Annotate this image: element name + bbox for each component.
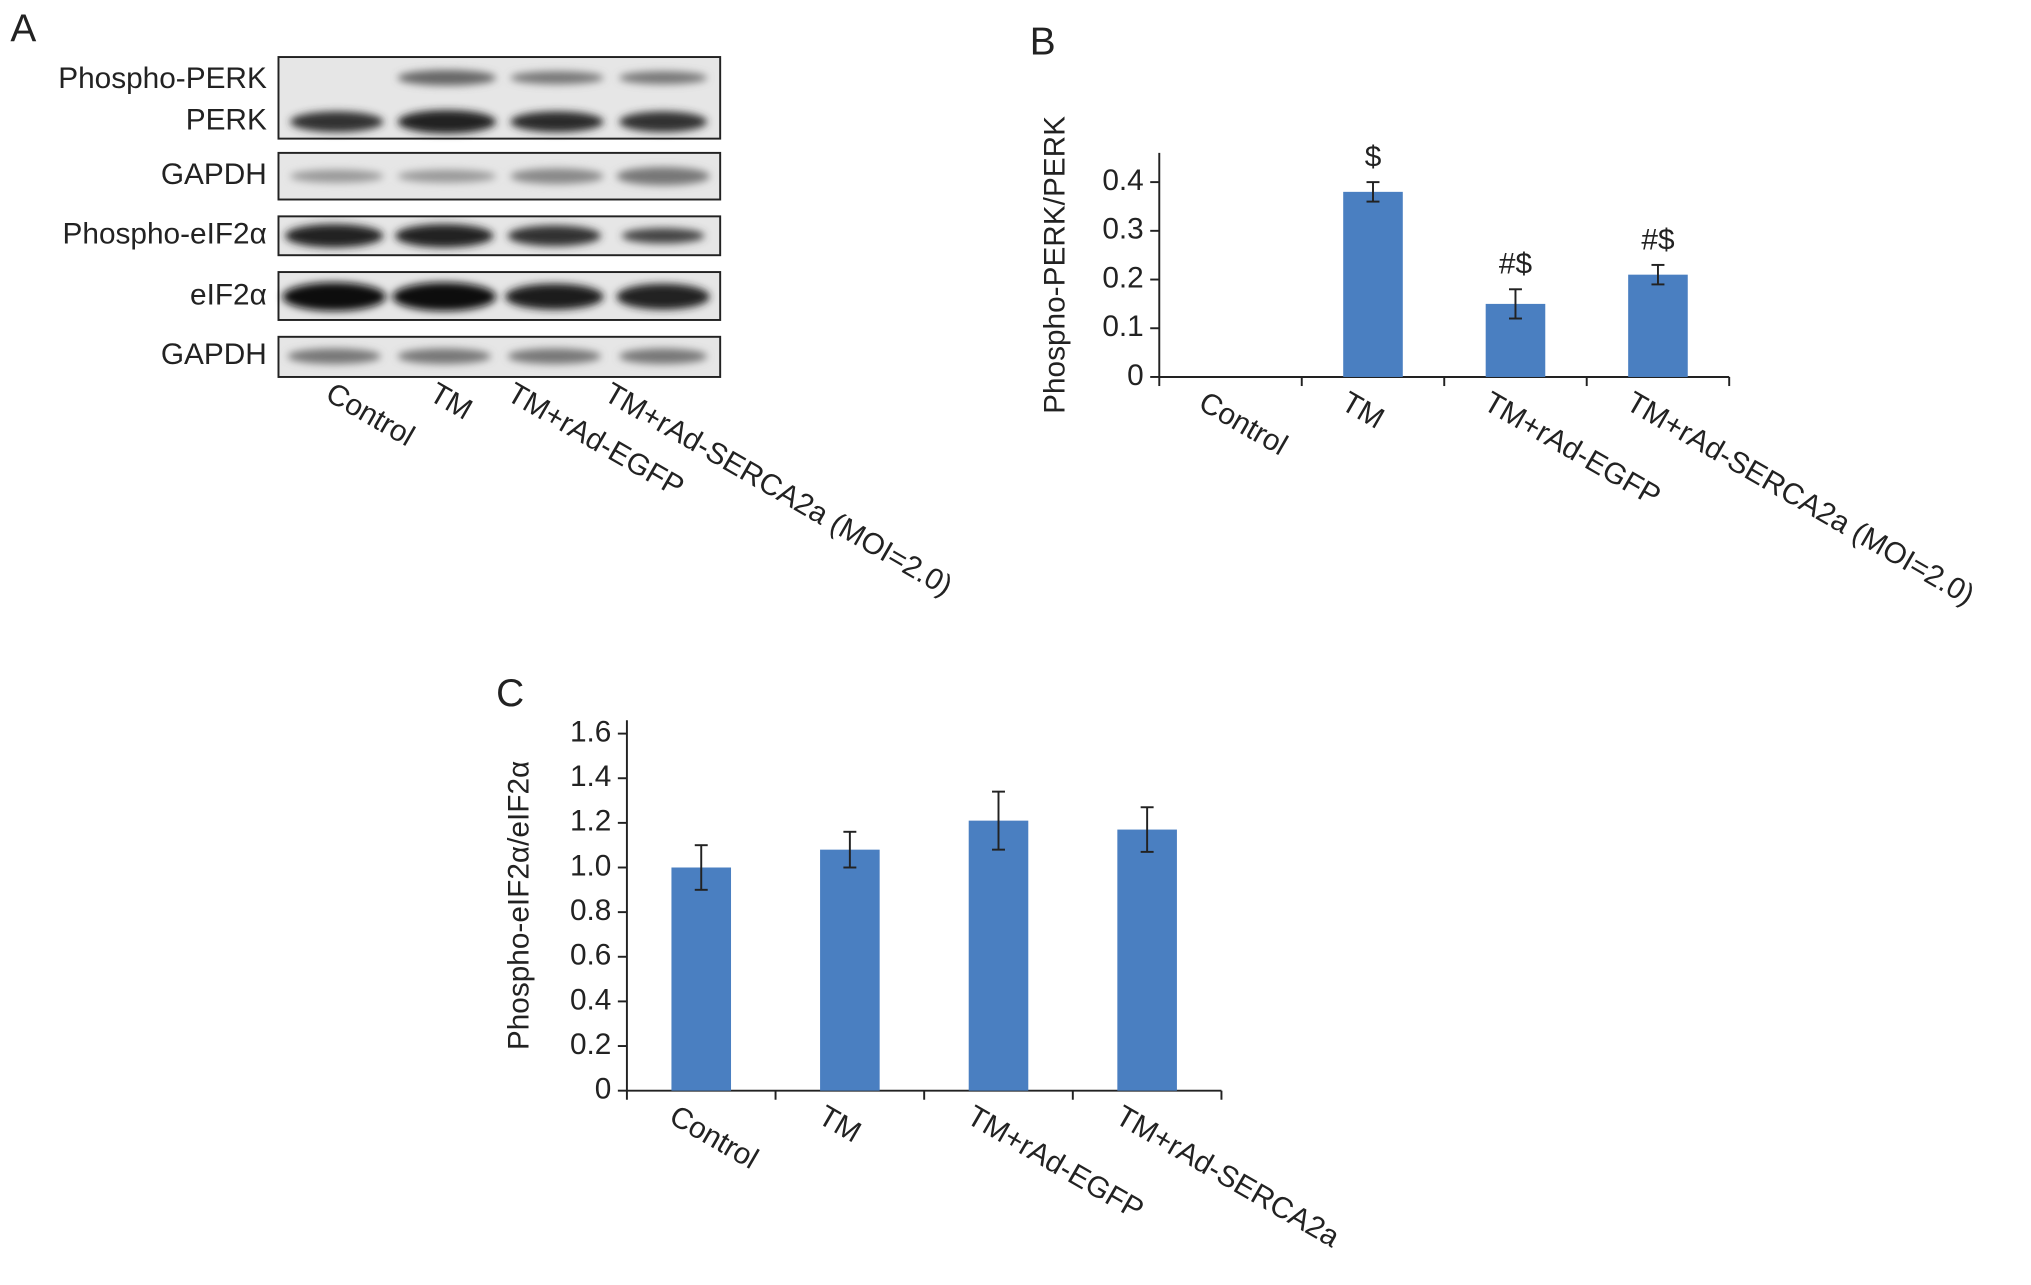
y-tick-label: 1.2 [570,805,611,838]
row-label: Phospho-PERK [58,62,267,95]
x-tick-label: TM+rAd-SERCA2a [1110,1099,1345,1254]
y-tick-label: 1.6 [570,715,611,748]
y-tick-label: 0.2 [570,1028,611,1061]
panel-label: A [10,7,36,50]
y-tick-label: 0.6 [570,939,611,972]
y-tick-label: 0.8 [570,894,611,927]
y-tick-label: 0 [1127,359,1144,392]
y-tick-label: 1.4 [570,760,611,793]
y-tick-label: 1.0 [570,849,611,882]
y-tick-label: 0 [595,1073,612,1106]
y-axis-label: Phospho-PERK/PERK [1039,116,1072,414]
blot-bands [282,69,710,365]
row-label: eIF2α [190,279,267,312]
x-tick-label: TM+rAd-SERCA2a (MOI=2.0) [1621,386,1980,612]
lane-label: TM [424,376,478,426]
y-tick-label: 0.4 [570,983,611,1016]
y-tick-label: 0.2 [1102,261,1143,294]
x-tick-label: TM [813,1099,867,1149]
bar [1343,191,1403,377]
annotation: #$ [1641,223,1675,256]
row-label: PERK [186,104,267,137]
y-tick-label: 0.4 [1102,164,1143,197]
lane-label: Control [320,376,420,453]
row-label: GAPDH [161,158,267,191]
panel-label: B [1030,20,1056,63]
bar [1117,829,1177,1091]
annotation: #$ [1499,248,1533,281]
bar [968,820,1029,1091]
bar [1628,274,1688,377]
row-label: Phospho-eIF2α [63,218,267,251]
panel-label: C [496,672,524,715]
y-tick-label: 0.3 [1102,213,1143,246]
annotation: $ [1365,141,1382,174]
y-axis-label: Phospho-eIF2α/eIF2α [502,761,535,1050]
x-tick-label: Control [1193,386,1293,463]
bar [671,867,732,1091]
blot-panel: A [10,7,722,378]
row-label: GAPDH [161,338,267,371]
x-tick-label: TM [1336,386,1390,436]
y-tick-label: 0.1 [1102,310,1143,343]
bar [820,849,880,1091]
x-tick-label: Control [664,1099,764,1176]
